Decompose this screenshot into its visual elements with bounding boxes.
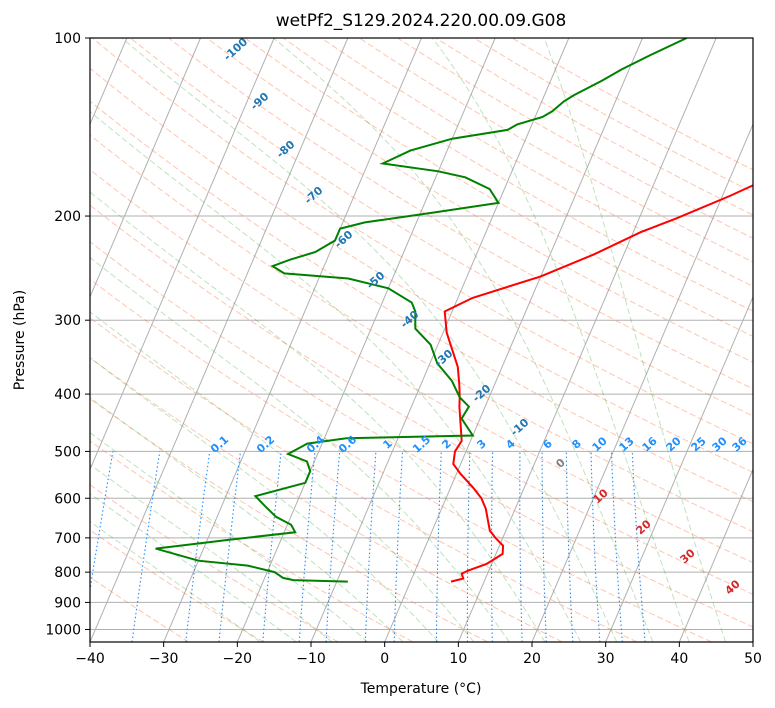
dry-adiabat [90,398,488,642]
dewpoint-line [155,38,688,583]
mixing-ratio-line [218,451,242,642]
dry-adiabat [90,484,339,642]
adiabats-layer [90,38,753,642]
dry-adiabat [130,38,753,417]
dry-adiabat [90,440,414,642]
x-tick-label: −40 [75,651,105,667]
mixing-ratio-line [131,451,161,642]
temperature-line [443,184,753,583]
dry-adiabat [206,38,753,363]
dry-adiabat [90,241,753,628]
x-tick-label: 50 [744,651,762,667]
mixing-ratio-line [262,451,282,642]
moist-adiabat [90,256,510,642]
mixing-ratio-layer [90,451,646,642]
moist-adiabat [90,357,439,642]
y-tick-label: 300 [54,313,81,329]
moist-adiabat [90,520,261,642]
moist-adiabat [90,311,475,642]
isotherm-gridline [310,38,570,642]
y-tick-label: 600 [54,491,81,507]
moist-adiabat [90,463,333,642]
x-tick-label: −10 [296,651,326,667]
profile-lines [155,38,753,583]
moist-adiabat [90,191,546,642]
y-tick-label: 100 [54,31,81,47]
isotherm-gridline [457,38,717,642]
isotherm-gridline [531,123,753,642]
dry-adiabat [90,169,753,564]
dry-adiabat [282,38,753,312]
y-tick-label: 200 [54,209,81,225]
mixing-ratio-line [185,451,211,642]
dry-adiabat [90,204,753,595]
dry-adiabat [90,317,638,642]
moist-adiabat [90,110,582,642]
moist-adiabat [90,396,404,642]
y-tick-label: 400 [54,387,81,403]
x-tick-label: −30 [149,651,179,667]
dry-adiabat [90,67,753,473]
moist-adiabat [90,432,369,642]
isotherm-gridline [384,38,643,642]
isotherm-gridline [90,38,201,299]
dry-adiabat [90,134,753,533]
x-tick-label: 20 [523,651,541,667]
y-tick-label: 500 [54,444,81,460]
y-tick-label: 900 [54,595,81,611]
isotherm-gridline [90,38,349,642]
y-tick-label: 1000 [45,622,81,638]
x-tick-label: 0 [380,651,389,667]
isotherm-gridline [163,38,422,642]
dry-adiabat [90,576,190,642]
plot-frame [89,37,754,643]
moist-adiabat [273,38,654,642]
x-tick-label: 30 [597,651,615,667]
y-tick-label: 800 [54,565,81,581]
x-tick-label: 10 [449,651,467,667]
isotherm-gridline [90,38,275,471]
y-axis-label: Pressure (hPa) [12,290,28,390]
isotherm-gridline [605,295,753,642]
dry-adiabat [90,357,563,642]
x-tick-label: 40 [670,651,688,667]
mixing-ratio-line [90,451,114,594]
y-tick-label: 700 [54,531,81,547]
chart-title: wetPf2_S129.2024.220.00.09.G08 [276,11,567,31]
y-axis-ticks: 100 200 300 400 500 600 700 800 900 1000 [45,31,90,638]
moist-adiabat [431,38,690,642]
x-axis-ticks: −40 −30 −20 −10 0 10 20 30 40 50 [75,642,762,667]
x-tick-label: −20 [223,651,253,667]
moist-adiabat [121,38,618,642]
isotherm-gridline [678,468,753,642]
x-axis-label: Temperature (°C) [360,681,482,697]
